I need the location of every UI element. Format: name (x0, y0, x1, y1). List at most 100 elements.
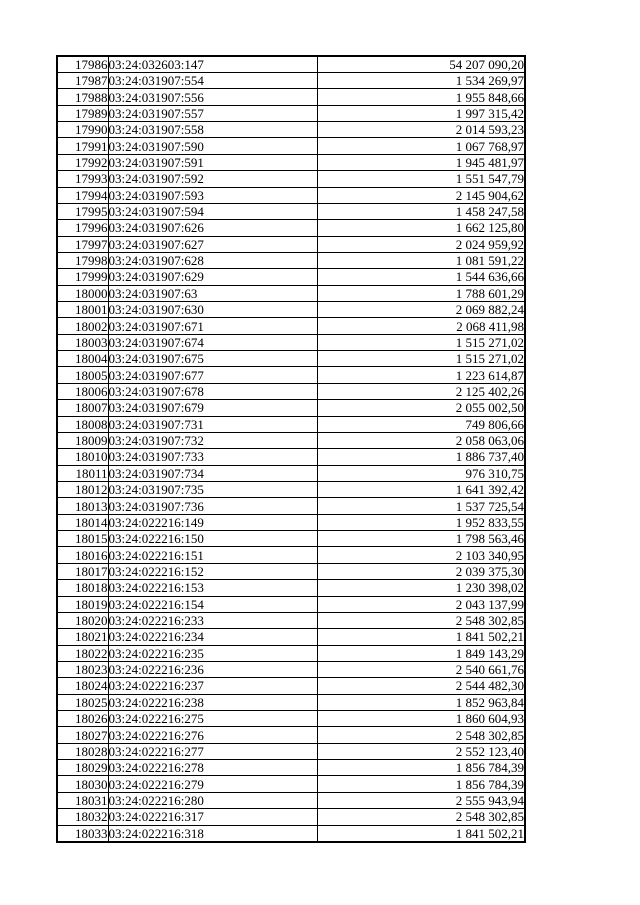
value-cell: 1 544 636,66 (316, 268, 526, 286)
value-cell: 749 806,66 (316, 415, 526, 433)
table-row: 18024 03:24:022216:237 2 544 482,30 (56, 677, 526, 695)
id-cell: 18018 (56, 579, 109, 597)
id-cell: 18009 (56, 431, 109, 450)
table-row: 18026 03:24:022216:275 1 860 604,93 (56, 710, 526, 728)
id-cell: 17992 (56, 153, 109, 172)
value-cell: 1 641 392,42 (316, 480, 526, 499)
timestamp-cell: 03:24:022216:276 (107, 726, 318, 744)
id-cell: 18016 (56, 546, 109, 564)
timestamp-cell: 03:24:031907:63 (107, 284, 318, 303)
id-cell: 18033 (56, 824, 109, 843)
table-row: 18022 03:24:022216:235 1 849 143,29 (56, 644, 526, 662)
id-cell: 18010 (56, 448, 109, 466)
timestamp-cell: 03:24:031907:592 (107, 170, 318, 188)
id-cell: 18026 (56, 710, 109, 728)
id-cell: 17999 (56, 268, 109, 286)
table-row: 18003 03:24:031907:674 1 515 271,02 (56, 333, 526, 352)
timestamp-cell: 03:24:031907:736 (107, 497, 318, 515)
table-row: 18031 03:24:022216:280 2 555 943,94 (56, 791, 526, 810)
value-cell: 1 551 547,79 (316, 170, 526, 188)
table-row: 18027 03:24:022216:276 2 548 302,85 (56, 726, 526, 744)
id-cell: 18024 (56, 677, 109, 695)
table-row: 17997 03:24:031907:627 2 024 959,92 (56, 235, 526, 253)
value-cell: 976 310,75 (316, 464, 526, 482)
id-cell: 18001 (56, 301, 109, 319)
table-row: 18015 03:24:022216:150 1 798 563,46 (56, 530, 526, 548)
timestamp-cell: 03:24:031907:591 (107, 153, 318, 172)
value-cell: 2 043 137,99 (316, 595, 526, 613)
table-row: 18018 03:24:022216:153 1 230 398,02 (56, 579, 526, 597)
table-row: 18001 03:24:031907:630 2 069 882,24 (56, 301, 526, 319)
table-row: 18029 03:24:022216:278 1 856 784,39 (56, 759, 526, 777)
value-cell: 2 068 411,98 (316, 317, 526, 335)
value-cell: 2 069 882,24 (316, 301, 526, 319)
timestamp-cell: 03:24:022216:153 (107, 579, 318, 597)
id-cell: 18027 (56, 726, 109, 744)
table-row: 17989 03:24:031907:557 1 997 315,42 (56, 104, 526, 123)
id-cell: 18012 (56, 480, 109, 499)
value-cell: 1 852 963,84 (316, 693, 526, 712)
timestamp-cell: 03:24:022216:235 (107, 644, 318, 662)
table-row: 17992 03:24:031907:591 1 945 481,97 (56, 153, 526, 172)
id-cell: 18023 (56, 660, 109, 679)
id-cell: 18019 (56, 595, 109, 613)
id-cell: 18022 (56, 644, 109, 662)
value-cell: 2 552 123,40 (316, 742, 526, 761)
value-cell: 1 841 502,21 (316, 628, 526, 646)
value-cell: 1 841 502,21 (316, 824, 526, 843)
timestamp-cell: 03:24:031907:557 (107, 104, 318, 123)
timestamp-cell: 03:24:022216:234 (107, 628, 318, 646)
table-row: 17993 03:24:031907:592 1 551 547,79 (56, 170, 526, 188)
table-row: 18030 03:24:022216:279 1 856 784,39 (56, 775, 526, 793)
table-row: 18005 03:24:031907:677 1 223 614,87 (56, 366, 526, 384)
id-cell: 17990 (56, 121, 109, 139)
timestamp-cell: 03:24:022216:233 (107, 611, 318, 630)
timestamp-cell: 03:24:031907:594 (107, 202, 318, 221)
table-container: 17986 03:24:032603:147 54 207 090,20 17987 0… (56, 55, 526, 843)
id-cell: 17994 (56, 186, 109, 204)
timestamp-cell: 03:24:031907:593 (107, 186, 318, 204)
id-cell: 18013 (56, 497, 109, 515)
timestamp-cell: 03:24:031907:733 (107, 448, 318, 466)
table-row: 18002 03:24:031907:671 2 068 411,98 (56, 317, 526, 335)
timestamp-cell: 03:24:022216:238 (107, 693, 318, 712)
id-cell: 18020 (56, 611, 109, 630)
table-row: 18020 03:24:022216:233 2 548 302,85 (56, 611, 526, 630)
id-cell: 17989 (56, 104, 109, 123)
table-row: 18010 03:24:031907:733 1 886 737,40 (56, 448, 526, 466)
value-cell: 2 103 340,95 (316, 546, 526, 564)
value-cell: 1 515 271,02 (316, 350, 526, 368)
timestamp-cell: 03:24:022216:149 (107, 513, 318, 532)
id-cell: 18003 (56, 333, 109, 352)
table-row: 18016 03:24:022216:151 2 103 340,95 (56, 546, 526, 564)
timestamp-cell: 03:24:022216:279 (107, 775, 318, 793)
id-cell: 17993 (56, 170, 109, 188)
timestamp-cell: 03:24:032603:147 (107, 55, 318, 73)
timestamp-cell: 03:24:022216:277 (107, 742, 318, 761)
timestamp-cell: 03:24:022216:275 (107, 710, 318, 728)
timestamp-cell: 03:24:031907:677 (107, 366, 318, 384)
timestamp-cell: 03:24:022216:150 (107, 530, 318, 548)
table-row: 18032 03:24:022216:317 2 548 302,85 (56, 808, 526, 826)
timestamp-cell: 03:24:031907:627 (107, 235, 318, 253)
id-cell: 18014 (56, 513, 109, 532)
timestamp-cell: 03:24:022216:278 (107, 759, 318, 777)
id-cell: 18015 (56, 530, 109, 548)
value-cell: 2 544 482,30 (316, 677, 526, 695)
timestamp-cell: 03:24:022216:317 (107, 808, 318, 826)
table-row: 18008 03:24:031907:731 749 806,66 (56, 415, 526, 433)
timestamp-cell: 03:24:022216:154 (107, 595, 318, 613)
value-cell: 2 014 593,23 (316, 121, 526, 139)
table-row: 17988 03:24:031907:556 1 955 848,66 (56, 88, 526, 106)
timestamp-cell: 03:24:031907:558 (107, 121, 318, 139)
value-cell: 1 081 591,22 (316, 251, 526, 270)
value-cell: 2 548 302,85 (316, 726, 526, 744)
id-cell: 18031 (56, 791, 109, 810)
id-cell: 17997 (56, 235, 109, 253)
timestamp-cell: 03:24:022216:236 (107, 660, 318, 679)
value-cell: 1 230 398,02 (316, 579, 526, 597)
table-row: 18012 03:24:031907:735 1 641 392,42 (56, 480, 526, 499)
timestamp-cell: 03:24:031907:734 (107, 464, 318, 482)
value-cell: 1 856 784,39 (316, 775, 526, 793)
id-cell: 18025 (56, 693, 109, 712)
